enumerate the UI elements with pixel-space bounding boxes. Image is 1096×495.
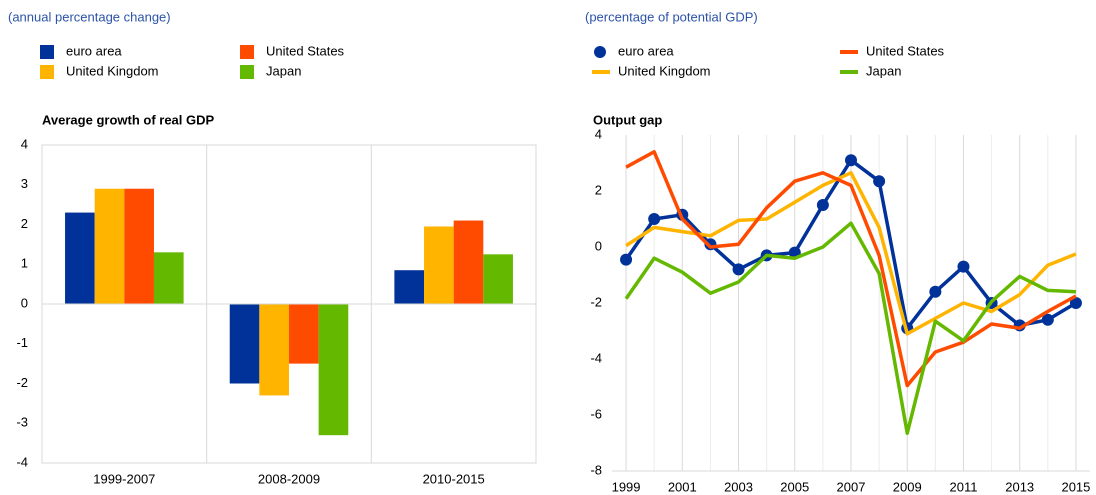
marker: [873, 175, 886, 188]
x-tick-label: 2013: [1005, 479, 1034, 494]
legend-item: United Kingdom: [40, 63, 159, 79]
marker: [648, 213, 661, 225]
chart: (annual percentage change) Average growth…: [8, 9, 537, 486]
legend-label: euro area: [618, 43, 674, 58]
x-tick-label: 2001: [668, 479, 697, 494]
y-tick-label: 1: [21, 256, 28, 271]
bar: [394, 270, 425, 304]
bar: [318, 304, 349, 436]
bar: [94, 188, 125, 304]
legend-label: United States: [866, 43, 945, 58]
legend-label: United States: [266, 43, 345, 58]
marker: [1069, 297, 1082, 309]
x-tick-label: 2003: [724, 479, 753, 494]
bar: [453, 220, 484, 304]
legend-item: euro area: [40, 43, 122, 59]
legend-swatch: [40, 65, 54, 79]
marker: [732, 263, 745, 276]
x-tick-label: 2015: [1061, 479, 1090, 494]
marker: [845, 154, 857, 167]
x-tick-label: 2011: [949, 479, 977, 494]
legend-label: euro area: [66, 43, 122, 58]
y-tick-label: -2: [590, 294, 602, 309]
line: [624, 221, 1077, 435]
legend-swatch: [240, 65, 254, 79]
y-tick-label: 0: [595, 238, 602, 253]
chart-subtitle: (percentage of potential GDP): [585, 9, 758, 24]
y-tick-label: -6: [590, 406, 602, 421]
chart: (percentage of potential GDP) Output gap e…: [585, 9, 1090, 494]
legend-item: Japan: [240, 63, 301, 79]
x-tick-label: 2005: [780, 479, 809, 494]
legend-label: United Kingdom: [66, 63, 159, 78]
y-tick-label: -3: [16, 415, 28, 430]
x-tick-label: 2010-2015: [423, 471, 485, 486]
bar: [259, 304, 289, 396]
x-tick-label: 1999: [612, 479, 641, 494]
bar: [65, 212, 95, 304]
legend-swatch: [240, 45, 254, 59]
bar: [124, 188, 154, 304]
legend-item: United Kingdom: [592, 63, 711, 78]
legend-item: Japan: [840, 63, 901, 78]
y-tick-label: -8: [590, 462, 602, 477]
legend-swatch: [594, 46, 606, 58]
bar: [424, 226, 454, 304]
marker: [957, 260, 970, 273]
line: [625, 171, 1077, 336]
y-tick-label: 2: [21, 216, 28, 231]
legend-item: euro area: [594, 43, 674, 58]
x-tick-label: 1999-2007: [93, 471, 155, 486]
chart-subtitle: (annual percentage change): [8, 9, 171, 24]
y-tick-label: 3: [21, 176, 28, 191]
y-tick-label: -4: [590, 350, 602, 365]
marker: [1041, 313, 1054, 326]
bar: [229, 304, 260, 384]
legend-item: United States: [840, 43, 945, 58]
legend-label: Japan: [266, 63, 301, 78]
bar: [483, 254, 513, 304]
y-tick-label: 0: [21, 295, 28, 310]
chart-title: Average growth of real GDP: [42, 112, 214, 127]
bar: [153, 252, 184, 304]
x-tick-label: 2008-2009: [258, 471, 320, 486]
y-tick-label: -4: [16, 454, 28, 469]
y-tick-label: -1: [16, 335, 28, 350]
y-tick-label: 2: [595, 182, 602, 197]
legend-label: United Kingdom: [618, 63, 711, 78]
bar: [289, 304, 319, 364]
y-tick-label: -2: [16, 375, 28, 390]
marker: [929, 285, 942, 298]
legend-label: Japan: [866, 63, 901, 78]
legend-item: United States: [240, 43, 345, 59]
y-tick-label: 4: [21, 136, 28, 151]
x-tick-label: 2007: [837, 479, 866, 494]
legend-swatch: [40, 45, 54, 59]
marker: [816, 199, 829, 211]
line: [625, 150, 1077, 388]
marker: [620, 253, 633, 266]
chart-title: Output gap: [593, 112, 662, 127]
y-tick-label: 4: [595, 126, 602, 141]
x-tick-label: 2009: [893, 479, 922, 494]
